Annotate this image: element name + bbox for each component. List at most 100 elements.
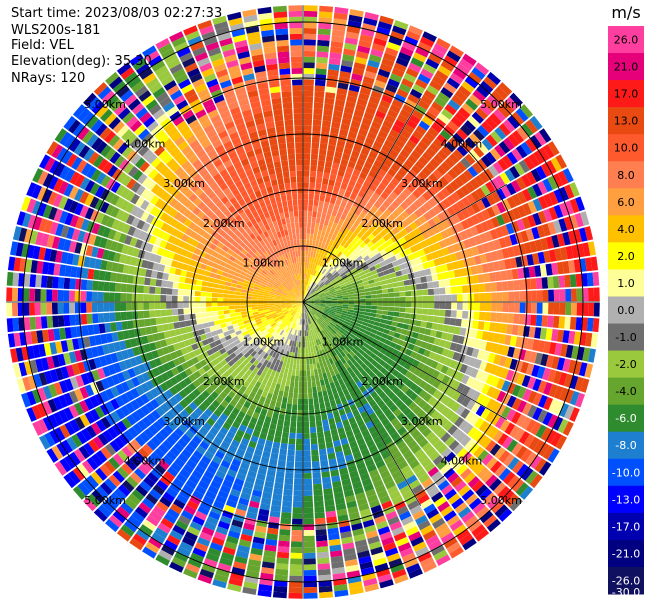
range-gate xyxy=(343,340,350,347)
range-gate xyxy=(359,241,367,249)
range-gate xyxy=(303,341,306,348)
range-gate xyxy=(388,330,396,337)
range-gate xyxy=(314,96,324,104)
range-gate xyxy=(400,178,410,188)
range-gate xyxy=(355,322,362,328)
range-gate xyxy=(469,133,481,145)
range-gate xyxy=(397,339,405,346)
range-gate xyxy=(418,380,428,389)
range-gate xyxy=(108,302,115,312)
range-gate xyxy=(502,155,514,168)
range-gate xyxy=(330,127,340,135)
range-gate xyxy=(422,31,437,43)
range-gate xyxy=(422,63,437,75)
range-gate xyxy=(548,398,559,413)
range-gate xyxy=(331,300,338,302)
range-gate xyxy=(428,173,439,184)
range-gate xyxy=(556,261,564,275)
range-gate xyxy=(542,445,555,460)
range-gate xyxy=(303,56,316,63)
range-gate xyxy=(384,217,392,226)
range-gate xyxy=(369,265,376,272)
range-gate xyxy=(409,203,418,212)
range-gate xyxy=(441,145,452,157)
range-gate xyxy=(410,284,417,291)
range-gate xyxy=(358,92,370,101)
range-gate xyxy=(473,284,480,293)
range-gate xyxy=(240,308,247,312)
range-gate xyxy=(434,96,447,108)
range-gate xyxy=(396,381,405,390)
range-gate xyxy=(463,355,472,365)
range-gate xyxy=(333,263,340,270)
range-gate xyxy=(476,199,486,211)
range-gate xyxy=(370,286,377,292)
range-gate xyxy=(461,196,471,208)
range-gate xyxy=(460,185,471,196)
range-gate xyxy=(370,90,383,100)
range-gate xyxy=(415,283,423,290)
range-gate xyxy=(360,261,368,268)
range-gate xyxy=(321,413,328,421)
range-gate xyxy=(310,444,318,451)
range-gate xyxy=(316,56,328,64)
range-gate xyxy=(441,198,452,209)
range-gate xyxy=(338,188,346,196)
range-gate xyxy=(319,260,324,267)
range-gate xyxy=(483,321,491,331)
range-gate xyxy=(421,364,430,373)
range-gate xyxy=(307,280,310,286)
range-gate xyxy=(516,463,529,478)
range-gate xyxy=(325,441,334,449)
range-gate xyxy=(414,160,425,171)
range-gate xyxy=(377,130,388,139)
range-gate xyxy=(387,204,396,213)
range-gate xyxy=(485,374,495,385)
range-gate xyxy=(400,367,409,376)
range-gate xyxy=(504,235,513,247)
range-gate xyxy=(384,246,392,254)
range-gate xyxy=(342,112,353,120)
range-gate xyxy=(206,311,213,317)
range-gate xyxy=(309,421,316,428)
range-gate xyxy=(345,31,360,40)
range-gate xyxy=(313,108,323,115)
range-gate xyxy=(528,436,540,451)
range-gate xyxy=(86,313,93,324)
range-gate xyxy=(341,288,348,292)
range-gate xyxy=(398,286,406,292)
range-gate xyxy=(513,291,520,302)
range-gate xyxy=(325,305,332,308)
range-gate xyxy=(303,262,305,268)
range-gate xyxy=(391,200,400,209)
range-gate xyxy=(303,416,309,422)
range-gate xyxy=(490,90,505,104)
range-gate xyxy=(498,467,511,481)
range-gate xyxy=(352,270,359,276)
range-gate xyxy=(315,278,320,284)
range-gate xyxy=(380,163,390,173)
range-gate xyxy=(399,46,414,57)
range-gate xyxy=(472,162,483,174)
range-gate xyxy=(293,490,303,497)
range-gate xyxy=(473,235,482,245)
range-gate xyxy=(335,275,342,281)
range-gate xyxy=(313,306,319,309)
range-gate xyxy=(313,305,320,309)
range-gate xyxy=(456,310,463,319)
range-gate xyxy=(342,248,349,256)
range-gate xyxy=(206,302,212,307)
range-gate xyxy=(502,291,509,302)
range-gate xyxy=(333,216,340,224)
range-gate xyxy=(575,317,583,331)
range-gate xyxy=(514,428,525,442)
range-gate xyxy=(358,258,366,265)
range-gate xyxy=(315,313,320,319)
range-gate xyxy=(303,165,310,171)
range-gate xyxy=(512,130,525,144)
range-gate xyxy=(251,296,258,300)
range-gate xyxy=(166,288,173,295)
range-gate xyxy=(355,195,363,203)
range-gate xyxy=(433,337,441,346)
range-gate xyxy=(319,306,325,309)
